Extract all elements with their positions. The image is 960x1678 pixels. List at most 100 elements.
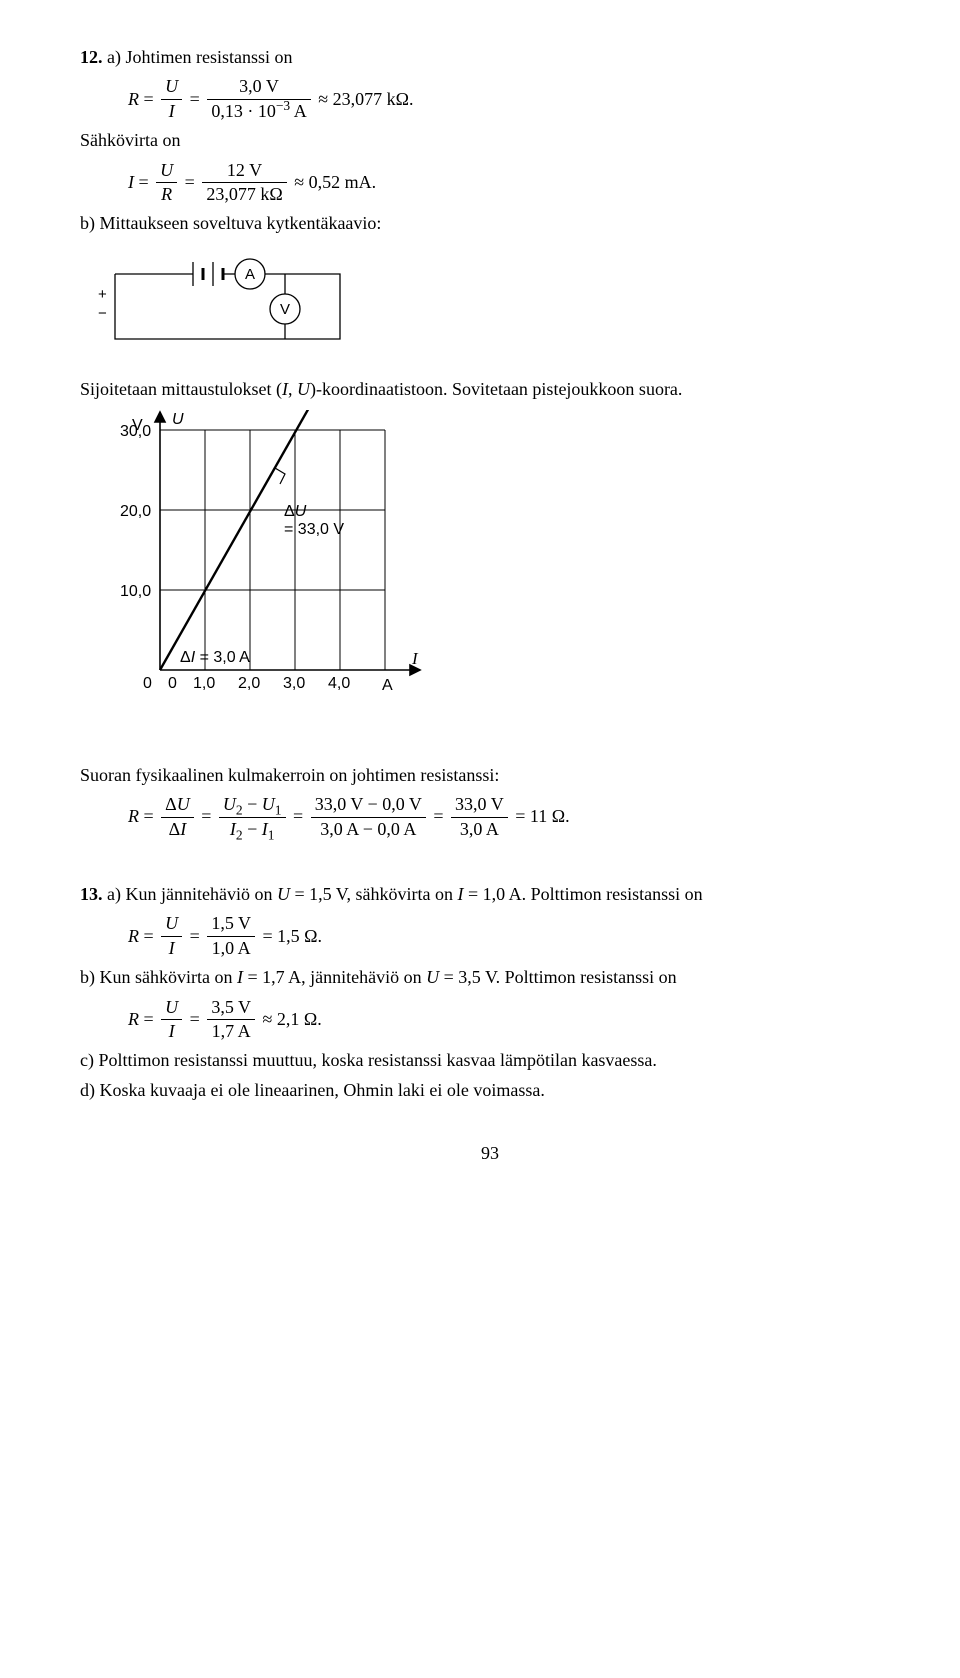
p12-b-intro: b) Mittaukseen soveltuva kytkentäkaavio: — [80, 212, 900, 235]
p13a-c: = 1,0 A. Polttimon resistanssi on — [463, 884, 702, 904]
circuit-diagram: A V + − — [90, 244, 900, 370]
eq3-R: R — [128, 805, 139, 828]
ytick-20: 20,0 — [120, 503, 151, 520]
xtick-4: 4,0 — [328, 675, 350, 692]
xtick-0: 0 — [168, 675, 177, 692]
ytick-30: 30,0 — [120, 423, 151, 440]
den-b: 10 — [258, 101, 276, 121]
p13a-U: U — [277, 884, 290, 904]
p13b-c: = 3,5 V. Polttimon resistanssi on — [439, 967, 677, 987]
eq2-num-U: U — [156, 159, 177, 182]
eq3-dI: ΔI — [161, 817, 194, 841]
p13eq1-I: I — [161, 936, 182, 960]
p12-eq2: I = U R = 12 V 23,077 kΩ ≈ 0,52 mA. — [128, 159, 900, 207]
p13-label: 13. — [80, 884, 103, 904]
p13a-a: a) Kun jännitehäviö on — [107, 884, 277, 904]
eq3-den3: 3,0 A − 0,0 A — [311, 817, 426, 841]
eq2-I: I — [128, 171, 134, 194]
p13eq1-R: R — [128, 925, 139, 948]
eq2-den-R: R — [156, 182, 177, 206]
eq1-approx: ≈ 23,077 kΩ. — [318, 88, 413, 111]
frac-U2U1: U2 − U1 I2 − I1 — [219, 793, 286, 841]
frac-p13-val2: 3,5 V 1,7 A — [207, 996, 255, 1044]
p12-eq3: R = ΔU ΔI = U2 − U1 I2 − I1 = 33,0 V − 0… — [128, 793, 900, 841]
num-U: U — [161, 75, 182, 98]
p13eq1-result: = 1,5 Ω. — [263, 925, 323, 948]
p13b-a: b) Kun sähkövirta on — [80, 967, 237, 987]
p13eq2-I: I — [161, 1019, 182, 1043]
eq1-num: 3,0 V — [207, 75, 310, 98]
frac-UR: U R — [156, 159, 177, 207]
eq-R: R — [128, 88, 139, 111]
sijoit-U: U — [297, 379, 310, 399]
p13-c: c) Polttimon resistanssi muuttuu, koska … — [80, 1049, 900, 1072]
x-axis-I: I — [411, 649, 419, 668]
sijoit-sep: , — [288, 379, 297, 399]
eq3-num4: 33,0 V — [451, 793, 508, 816]
den-exp: −3 — [276, 98, 290, 113]
eq1-den: 0,13 · 10−3 A — [207, 99, 310, 123]
p13eq2-R: R — [128, 1008, 139, 1031]
p13-d: d) Koska kuvaaja ei ole lineaarinen, Ohm… — [80, 1079, 900, 1102]
p13-eq1: R = U I = 1,5 V 1,0 A = 1,5 Ω. — [128, 912, 900, 960]
page-number: 93 — [80, 1142, 900, 1165]
xtick-3: 3,0 — [283, 675, 305, 692]
deltaU-val: = 33,0 V — [284, 521, 344, 538]
p13eq1-num: 1,5 V — [207, 912, 255, 935]
den-c: A — [294, 101, 307, 121]
p13b-U: U — [426, 967, 439, 987]
frac-dUdI: ΔU ΔI — [161, 793, 194, 841]
frac-UI: U I — [161, 75, 182, 123]
frac-330: 33,0 V − 0,0 V 3,0 A − 0,0 A — [311, 793, 426, 841]
frac-p13-UI1: U I — [161, 912, 182, 960]
ytick-10: 10,0 — [120, 583, 151, 600]
frac-val2: 12 V 23,077 kΩ — [202, 159, 286, 207]
eq3-result: = 11 Ω. — [515, 805, 569, 828]
ui-chart: U V I 30,0 20,0 10,0 0 0 1,0 2,0 3,0 4,0… — [90, 410, 900, 756]
p13eq1-den: 1,0 A — [207, 936, 255, 960]
minus-label: − — [98, 305, 107, 322]
eq3-num3: 33,0 V − 0,0 V — [311, 793, 426, 816]
ammeter-label: A — [245, 266, 255, 283]
voltmeter-label: V — [280, 301, 290, 318]
sijoit-end: )-koordinaatistoon. Sovitetaan pistejouk… — [310, 379, 682, 399]
eq3-den4: 3,0 A — [451, 817, 508, 841]
eq3-numU: U2 − U1 — [219, 793, 286, 816]
y-axis-U: U — [172, 411, 184, 428]
eq3-denI: I2 − I1 — [219, 817, 286, 841]
den-I: I — [161, 99, 182, 123]
frac-p13-val1: 1,5 V 1,0 A — [207, 912, 255, 960]
p13eq1-U: U — [161, 912, 182, 935]
xtick-1: 1,0 — [193, 675, 215, 692]
p13-b-intro: b) Kun sähkövirta on I = 1,7 A, jänniteh… — [80, 966, 900, 989]
p12-a-intro: 12. a) Johtimen resistanssi on — [80, 46, 900, 69]
sijoit-a: Sijoitetaan mittaustulokset ( — [80, 379, 282, 399]
p13-eq2: R = U I = 3,5 V 1,7 A ≈ 2,1 Ω. — [128, 996, 900, 1044]
p13a-b: = 1,5 V, sähkövirta on — [290, 884, 457, 904]
p12-kulma: Suoran fysikaalinen kulmakerroin on joht… — [80, 764, 900, 787]
p13-a-intro: 13. a) Kun jännitehäviö on U = 1,5 V, sä… — [80, 883, 900, 906]
eq2-den: 23,077 kΩ — [202, 182, 286, 206]
frac-3330: 33,0 V 3,0 A — [451, 793, 508, 841]
p13b-b: = 1,7 A, jännitehäviö on — [243, 967, 426, 987]
p13eq2-U: U — [161, 996, 182, 1019]
p13eq2-num: 3,5 V — [207, 996, 255, 1019]
p13eq2-result: ≈ 2,1 Ω. — [263, 1008, 322, 1031]
p12-eq1: R = U I = 3,0 V 0,13 · 10−3 A ≈ 23,077 k… — [128, 75, 900, 123]
eq2-approx: ≈ 0,52 mA. — [294, 171, 376, 194]
deltaI-label: ΔI = 3,0 A — [180, 649, 250, 666]
plus-label: + — [98, 286, 107, 303]
eq2-num: 12 V — [202, 159, 286, 182]
p12-sijoit: Sijoitetaan mittaustulokset (I, U)-koord… — [80, 378, 900, 401]
p12-line2: Sähkövirta on — [80, 129, 900, 152]
ytick-0: 0 — [143, 675, 152, 692]
frac-p13-UI2: U I — [161, 996, 182, 1044]
deltaU-label: ΔU — [284, 503, 307, 520]
den-a: 0,13 — [211, 101, 243, 121]
xtick-2: 2,0 — [238, 675, 260, 692]
p12-a-intro-text: a) Johtimen resistanssi on — [107, 47, 292, 67]
x-unit: A — [382, 677, 393, 694]
p13eq2-den: 1,7 A — [207, 1019, 255, 1043]
p12-label: 12. — [80, 47, 103, 67]
eq3-dU: ΔU — [161, 793, 194, 816]
